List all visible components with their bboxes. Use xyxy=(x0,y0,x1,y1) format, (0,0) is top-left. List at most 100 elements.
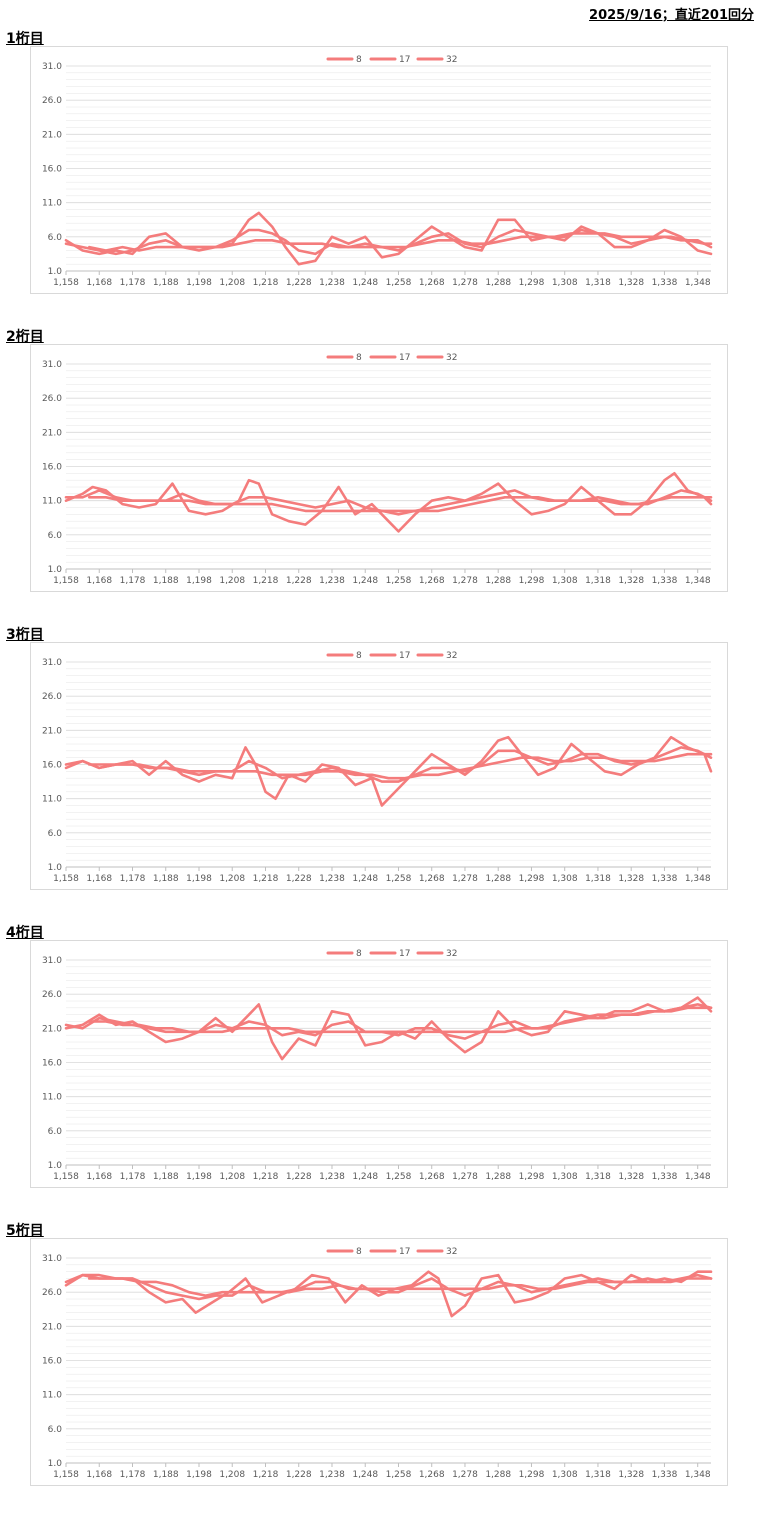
x-tick-label: 1,288 xyxy=(485,1172,511,1182)
x-tick-label: 1,168 xyxy=(86,1172,112,1182)
x-tick-label: 1,278 xyxy=(452,1172,478,1182)
x-tick-label: 1,198 xyxy=(186,874,212,884)
x-tick-label: 1,268 xyxy=(419,576,445,586)
y-tick-label: 21.0 xyxy=(42,1024,62,1034)
y-tick-label: 1.0 xyxy=(48,1459,63,1469)
x-tick-label: 1,348 xyxy=(685,1172,711,1182)
x-tick-label: 1,348 xyxy=(685,576,711,586)
chart-4-plot: 31.0 26.0 21.0 16.0 11.0 6.0 1.01,158 1,168 1,17… xyxy=(42,949,713,1182)
y-tick-label: 6.0 xyxy=(48,829,63,839)
legend-label-32: 32 xyxy=(446,949,457,959)
x-tick-label: 1,168 xyxy=(86,278,112,288)
x-tick-label: 1,308 xyxy=(552,1172,578,1182)
x-tick-label: 1,258 xyxy=(386,576,412,586)
x-tick-label: 1,218 xyxy=(253,874,279,884)
x-tick-label: 1,238 xyxy=(319,1470,345,1480)
x-tick-label: 1,328 xyxy=(618,874,644,884)
y-tick-label: 16.0 xyxy=(42,761,62,771)
chart-2: 31.0 26.0 21.0 16.0 11.0 6.0 1.0 1,158 1,168 1,17… xyxy=(30,344,728,592)
x-tick-label: 1,278 xyxy=(452,874,478,884)
y-tick-label: 6.0 xyxy=(48,1425,63,1435)
y-tick-label: 11.0 xyxy=(42,795,62,805)
x-tick-label: 1,188 xyxy=(153,1470,179,1480)
y-tick-label: 11.0 xyxy=(42,497,62,507)
y-tick-label: 16.0 xyxy=(42,1357,62,1367)
x-tick-label: 1,168 xyxy=(86,576,112,586)
y-tick-label: 1.0 xyxy=(48,565,63,575)
legend-label-8: 8 xyxy=(356,353,362,363)
x-tick-label: 1,168 xyxy=(86,1470,112,1480)
x-tick-label: 1,208 xyxy=(219,278,245,288)
legend-label-17: 17 xyxy=(399,1247,410,1257)
legend-label-17: 17 xyxy=(399,353,410,363)
legend-label-17: 17 xyxy=(399,949,410,959)
x-tick-label: 1,198 xyxy=(186,1172,212,1182)
x-tick-label: 1,258 xyxy=(386,1470,412,1480)
chart-2-title: 2桁目 xyxy=(6,329,44,345)
x-tick-label: 1,298 xyxy=(519,576,545,586)
y-tick-label: 31.0 xyxy=(42,1254,62,1264)
x-tick-label: 1,298 xyxy=(519,1470,545,1480)
x-tick-label: 1,248 xyxy=(352,1172,378,1182)
y-tick-label: 26.0 xyxy=(42,394,62,404)
legend-label-17: 17 xyxy=(399,651,410,661)
x-tick-label: 1,238 xyxy=(319,576,345,586)
x-tick-label: 1,298 xyxy=(519,1172,545,1182)
y-tick-label: 26.0 xyxy=(42,990,62,1000)
x-tick-label: 1,208 xyxy=(219,1470,245,1480)
y-tick-label: 1.0 xyxy=(48,267,63,277)
legend-label-32: 32 xyxy=(446,651,457,661)
x-tick-label: 1,278 xyxy=(452,576,478,586)
chart-2-plot: 31.0 26.0 21.0 16.0 11.0 6.0 1.01,158 1,168 1,17… xyxy=(42,353,713,586)
x-tick-label: 1,298 xyxy=(519,874,545,884)
y-tick-label: 16.0 xyxy=(42,1059,62,1069)
chart-3: 31.0 26.0 21.0 16.0 11.0 6.0 1.0 1,158 1,168 1,17… xyxy=(30,642,728,890)
x-tick-label: 1,158 xyxy=(53,278,79,288)
x-tick-label: 1,248 xyxy=(352,576,378,586)
chart-3-plot: 31.0 26.0 21.0 16.0 11.0 6.0 1.01,158 1,168 1,17… xyxy=(42,651,713,884)
y-tick-label: 21.0 xyxy=(42,1322,62,1332)
x-tick-label: 1,338 xyxy=(652,1470,678,1480)
series-line-32 xyxy=(87,752,713,780)
y-tick-label: 16.0 xyxy=(42,463,62,473)
x-tick-label: 1,248 xyxy=(352,1470,378,1480)
x-tick-label: 1,228 xyxy=(286,278,312,288)
x-tick-label: 1,208 xyxy=(219,576,245,586)
legend-label-8: 8 xyxy=(356,1247,362,1257)
x-tick-label: 1,348 xyxy=(685,278,711,288)
x-tick-label: 1,178 xyxy=(120,874,146,884)
chart-1-plot: 31.0 26.0 21.0 16.0 11.0 6.0 1.01,158 1,168 1,17… xyxy=(42,55,713,288)
y-tick-label: 31.0 xyxy=(42,360,62,370)
x-tick-label: 1,198 xyxy=(186,1470,212,1480)
x-tick-label: 1,328 xyxy=(618,278,644,288)
x-tick-label: 1,158 xyxy=(53,874,79,884)
x-tick-label: 1,218 xyxy=(253,278,279,288)
x-tick-label: 1,238 xyxy=(319,278,345,288)
series-line-8 xyxy=(64,472,713,533)
x-tick-label: 1,188 xyxy=(153,278,179,288)
x-tick-label: 1,308 xyxy=(552,1470,578,1480)
y-tick-label: 6.0 xyxy=(48,233,63,243)
y-tick-label: 31.0 xyxy=(42,658,62,668)
x-tick-label: 1,328 xyxy=(618,1172,644,1182)
chart-1-title: 1桁目 xyxy=(6,31,44,47)
y-tick-label: 26.0 xyxy=(42,1288,62,1298)
x-tick-label: 1,338 xyxy=(652,1172,678,1182)
x-tick-label: 1,248 xyxy=(352,278,378,288)
y-tick-label: 26.0 xyxy=(42,692,62,702)
x-tick-label: 1,158 xyxy=(53,576,79,586)
y-tick-label: 1.0 xyxy=(48,1161,63,1171)
x-tick-label: 1,188 xyxy=(153,874,179,884)
series-line-8 xyxy=(64,211,713,266)
x-tick-label: 1,288 xyxy=(485,278,511,288)
x-tick-label: 1,238 xyxy=(319,1172,345,1182)
x-tick-label: 1,198 xyxy=(186,278,212,288)
x-tick-label: 1,218 xyxy=(253,1172,279,1182)
y-tick-label: 6.0 xyxy=(48,1127,63,1137)
chart-5-plot: 31.0 26.0 21.0 16.0 11.0 6.0 1.01,158 1,168 1,17… xyxy=(42,1247,713,1480)
x-tick-label: 1,188 xyxy=(153,1172,179,1182)
x-tick-label: 1,178 xyxy=(120,1470,146,1480)
x-tick-label: 1,178 xyxy=(120,278,146,288)
legend-label-8: 8 xyxy=(356,949,362,959)
y-tick-label: 11.0 xyxy=(42,199,62,209)
